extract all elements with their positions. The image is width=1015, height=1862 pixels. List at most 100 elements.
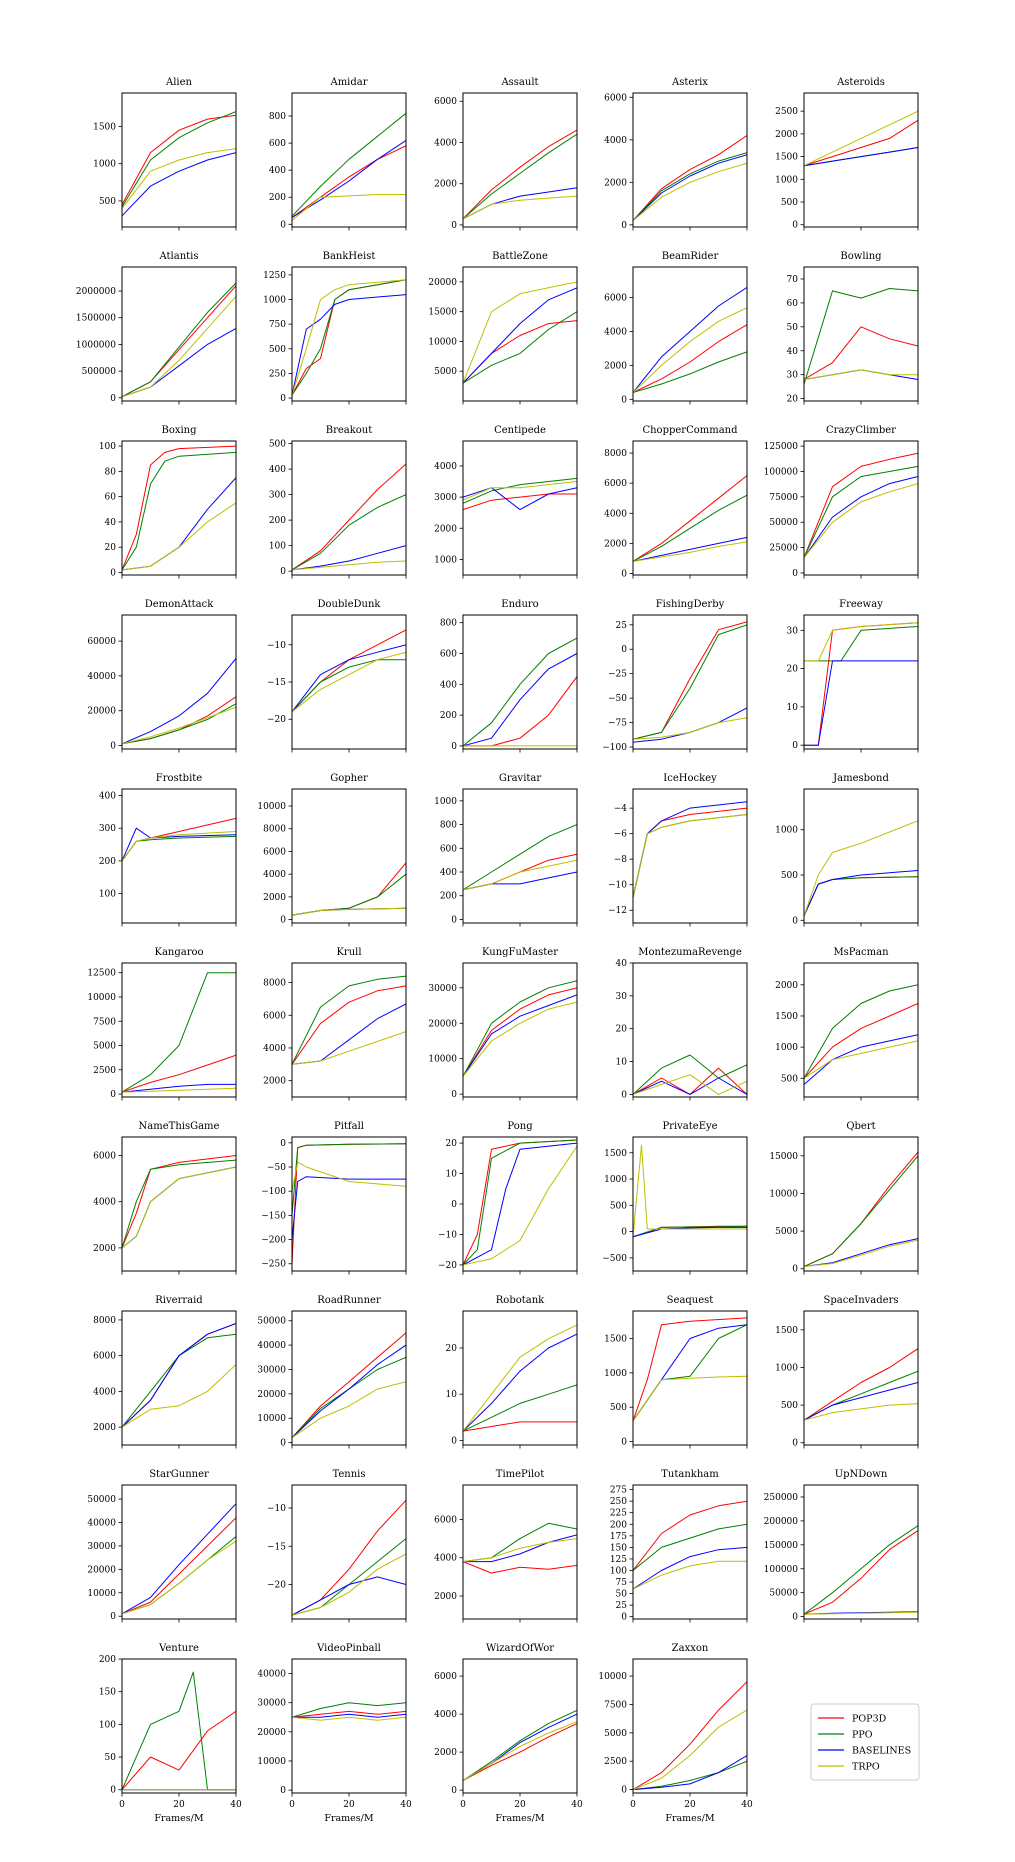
series-line-trpo bbox=[122, 148, 236, 209]
y-tick-label: 0 bbox=[621, 395, 627, 405]
series-line-baselines bbox=[463, 1333, 577, 1432]
y-tick-label: 0 bbox=[621, 1613, 627, 1623]
y-tick-label: 4000 bbox=[263, 870, 286, 880]
y-tick-label: 0 bbox=[621, 1438, 627, 1448]
series-group bbox=[292, 629, 406, 713]
legend-entry-baselines: BASELINES bbox=[818, 1746, 911, 1757]
series-line-pop3d bbox=[292, 463, 406, 571]
subplot-kangaroo: Kangaroo 0 2500 5000 7500 10000 12500 bbox=[87, 947, 237, 1101]
y-tick-label: 2000 bbox=[604, 539, 627, 549]
series-line-trpo bbox=[633, 1144, 747, 1237]
axes-frame bbox=[291, 614, 407, 750]
y-tick-label: 5000 bbox=[93, 1042, 116, 1052]
series-line-pop3d bbox=[292, 629, 406, 713]
subplot-doubledunk: DoubleDunk −20 −15 −10 bbox=[267, 599, 407, 753]
series-line-baselines bbox=[122, 327, 236, 398]
series-line-ppo bbox=[633, 1225, 747, 1238]
subplot-privateeye: PrivateEye −500 0 500 1000 1500 bbox=[602, 1121, 748, 1275]
y-tick-label: 2000 bbox=[93, 1244, 116, 1254]
y-tick-label: 2000 bbox=[604, 178, 627, 188]
series-line-pop3d bbox=[463, 1139, 577, 1266]
y-tick-label: 100000 bbox=[764, 467, 799, 477]
series-line-ppo bbox=[122, 111, 236, 208]
y-tick-label: 200 bbox=[610, 1520, 627, 1530]
series-line-trpo bbox=[463, 1721, 577, 1782]
y-tick-label: 200 bbox=[269, 516, 286, 526]
series-line-pop3d bbox=[292, 985, 406, 1065]
axes-frame bbox=[803, 266, 919, 402]
series-line-baselines bbox=[292, 1576, 406, 1616]
y-tick-label: 0 bbox=[621, 221, 627, 231]
y-tick-label: 0 bbox=[110, 1612, 116, 1622]
series-line-trpo bbox=[463, 195, 577, 220]
y-tick-label: 0 bbox=[792, 916, 798, 926]
y-tick-label: 50 bbox=[105, 1753, 117, 1763]
series-line-pop3d bbox=[633, 1681, 747, 1791]
y-tick-label: 500 bbox=[99, 197, 116, 207]
series-line-ppo bbox=[292, 1702, 406, 1718]
y-tick-label: 15000 bbox=[428, 308, 457, 318]
series-line-baselines bbox=[463, 487, 577, 511]
legend: POP3D PPO BASELINES TRPO bbox=[810, 1703, 920, 1781]
subplot-title: Pong bbox=[507, 1121, 533, 1132]
axes-frame bbox=[632, 266, 748, 402]
y-tick-label: 6000 bbox=[263, 847, 286, 857]
y-tick-label: 0 bbox=[621, 569, 627, 579]
series-line-baselines bbox=[804, 476, 918, 558]
y-tick-label: 2000000 bbox=[76, 287, 116, 297]
y-tick-label: 500 bbox=[781, 198, 798, 208]
y-tick-label: 70 bbox=[787, 275, 799, 285]
subplot-upndown: UpNDown 0 50000 100000 150000 200000 250000 bbox=[764, 1469, 919, 1623]
series-line-ppo bbox=[122, 972, 236, 1093]
y-tick-label: 500 bbox=[781, 1074, 798, 1084]
y-tick-label: 275 bbox=[610, 1486, 627, 1496]
subplot-title: Venture bbox=[158, 1643, 199, 1654]
series-line-baselines bbox=[633, 707, 747, 743]
series-line-ppo bbox=[463, 1139, 577, 1266]
series-line-trpo bbox=[463, 281, 577, 384]
y-tick-label: 0 bbox=[621, 645, 627, 655]
y-tick-label: 0 bbox=[451, 1090, 457, 1100]
y-tick-label: 300 bbox=[269, 491, 286, 501]
series-line-trpo bbox=[463, 481, 577, 501]
y-tick-label: 10000 bbox=[428, 337, 457, 347]
series-group bbox=[463, 637, 577, 747]
subplot-title: VideoPinball bbox=[316, 1643, 381, 1654]
series-line-trpo bbox=[633, 162, 747, 221]
series-group bbox=[804, 622, 918, 746]
series-group bbox=[122, 972, 236, 1093]
y-tick-label: 20 bbox=[105, 543, 117, 553]
subplot-title: WizardOfWor bbox=[486, 1643, 554, 1654]
y-tick-label: 250 bbox=[610, 1497, 627, 1507]
subplot-atlantis: Atlantis 0 500000 1000000 1500000 2000000 bbox=[76, 251, 237, 405]
y-tick-label: 6000 bbox=[604, 93, 627, 103]
subplot-title: FishingDerby bbox=[656, 599, 725, 610]
series-line-pop3d bbox=[122, 1155, 236, 1249]
subplot-title: Tennis bbox=[332, 1469, 365, 1480]
y-tick-label: 150 bbox=[610, 1543, 627, 1553]
axes-frame bbox=[121, 266, 237, 402]
subplot-title: UpNDown bbox=[835, 1469, 888, 1480]
legend-frame bbox=[810, 1703, 920, 1781]
series-group bbox=[804, 1348, 918, 1421]
axes-frame bbox=[291, 1136, 407, 1272]
subplot-title: TimePilot bbox=[496, 1469, 544, 1480]
y-tick-label: 0 bbox=[280, 1139, 286, 1149]
axes-frame bbox=[462, 92, 578, 228]
series-group bbox=[633, 1681, 747, 1791]
subplot-battlezone: BattleZone 5000 10000 15000 20000 bbox=[428, 251, 578, 405]
series-line-trpo bbox=[633, 814, 747, 898]
y-tick-label: 750 bbox=[269, 320, 286, 330]
series-line-baselines bbox=[292, 1176, 406, 1240]
y-tick-label: 6000 bbox=[263, 1011, 286, 1021]
series-line-trpo bbox=[804, 1403, 918, 1421]
axes-frame bbox=[462, 1484, 578, 1620]
series-line-trpo bbox=[122, 296, 236, 398]
series-group bbox=[633, 621, 747, 743]
series-line-trpo bbox=[633, 1709, 747, 1791]
y-tick-label: 7500 bbox=[93, 1017, 116, 1027]
y-tick-label: 2000 bbox=[434, 524, 457, 534]
series-line-ppo bbox=[292, 494, 406, 571]
y-tick-label: 4000 bbox=[434, 1710, 457, 1720]
y-tick-label: 1000 bbox=[604, 1369, 627, 1379]
